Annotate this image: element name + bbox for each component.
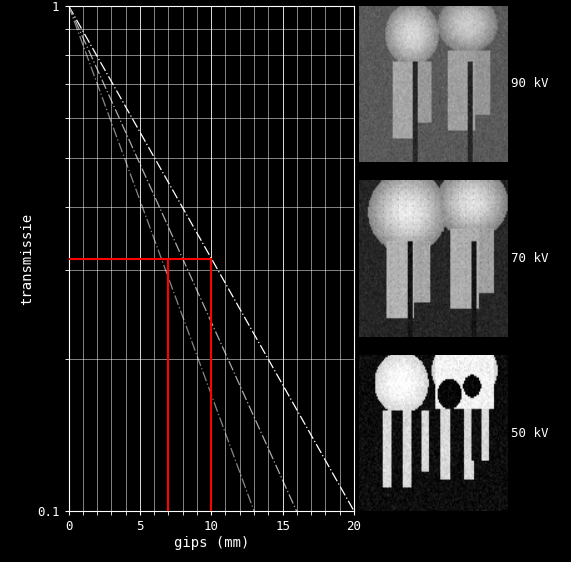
Y-axis label: transmissie: transmissie	[20, 212, 34, 305]
X-axis label: gips (mm): gips (mm)	[174, 536, 249, 550]
Text: 90 kV: 90 kV	[512, 77, 549, 90]
Text: 70 kV: 70 kV	[512, 252, 549, 265]
Text: 50 kV: 50 kV	[512, 427, 549, 440]
